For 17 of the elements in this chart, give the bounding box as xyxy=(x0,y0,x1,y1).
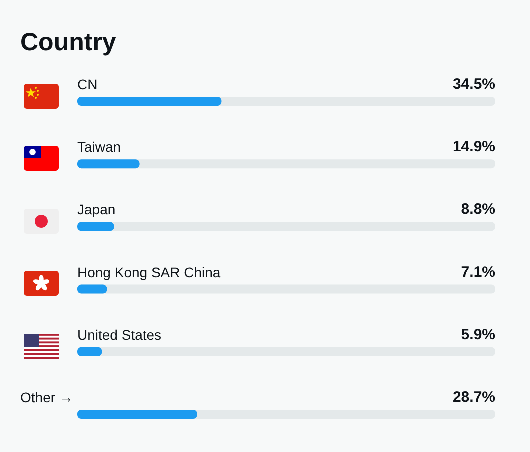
data-label: 28.7% xyxy=(452,389,496,406)
data-label: 14.9% xyxy=(452,138,496,156)
bar xyxy=(78,160,140,169)
bar xyxy=(78,222,114,232)
data-label: 8.8% xyxy=(461,201,496,218)
y-tick-label: Taiwan xyxy=(78,139,122,156)
y-tick-label: CN xyxy=(78,76,98,92)
y-tick-label: United States xyxy=(78,326,162,343)
data-label: 5.9% xyxy=(461,326,496,344)
bar xyxy=(78,284,108,294)
y-tick-label: Other → xyxy=(20,390,74,406)
data-label: 34.5% xyxy=(452,76,496,93)
data-label: 7.1% xyxy=(461,264,496,281)
chart-title: Country xyxy=(20,28,116,56)
y-tick-label: Japan xyxy=(78,202,116,218)
y-tick-label: Hong Kong SAR China xyxy=(78,264,221,280)
bar xyxy=(78,347,102,356)
